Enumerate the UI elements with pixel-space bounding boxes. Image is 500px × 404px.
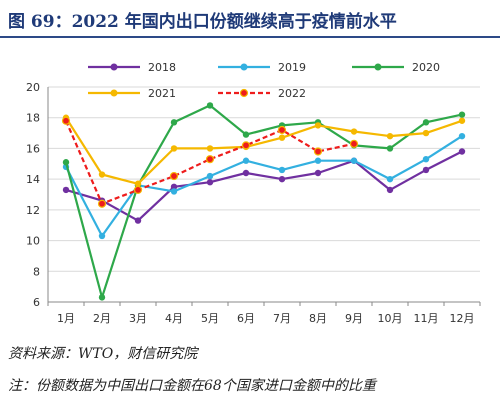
legend-label: 2019	[278, 61, 306, 74]
data-point	[97, 199, 107, 208]
data-point	[386, 175, 394, 183]
data-point	[242, 131, 250, 138]
data-point	[242, 169, 250, 177]
data-point	[313, 147, 323, 156]
line-chart: 6 8 10 12 14 16 18 20 1月 2月 3月 4月 5月 6月 7月 8月 9月 10月 11月 12…	[26, 61, 481, 325]
data-point	[206, 172, 214, 180]
data-point	[62, 159, 70, 166]
data-point	[314, 169, 322, 177]
legend-marker	[110, 89, 118, 97]
data-point	[170, 119, 178, 126]
data-point	[422, 155, 430, 163]
series-line	[65, 117, 463, 185]
x-tick-label: 10月	[378, 312, 403, 325]
legend-item-2022: 2022	[218, 87, 306, 100]
data-point	[349, 139, 359, 148]
series-2019	[62, 132, 466, 240]
figure-header: 图 69：2022 年国内出口份额继续高于疫情前水平	[0, 0, 500, 38]
chart-axes: 6 8 10 12 14 16 18 20 1月 2月 3月 4月 5月 6月 7月 8月 9月 10月 11月 12…	[26, 81, 481, 325]
legend-item-2020: 2020	[352, 61, 440, 74]
series-line	[65, 150, 463, 222]
figure-title: 图 69：2022 年国内出口份额继续高于疫情前水平	[8, 12, 397, 32]
x-tick-label: 7月	[273, 312, 291, 325]
x-tick-label: 8月	[309, 312, 327, 325]
x-tick-label: 9月	[345, 312, 363, 325]
data-point	[98, 171, 106, 178]
data-point	[458, 111, 466, 118]
data-point	[314, 122, 322, 129]
legend-item-2018: 2018	[88, 61, 176, 74]
x-tick-label: 12月	[450, 312, 475, 325]
legend-marker	[374, 63, 382, 71]
data-point	[133, 185, 143, 194]
data-point	[386, 186, 394, 194]
data-point	[241, 141, 251, 150]
data-point	[170, 183, 178, 191]
data-point	[61, 116, 71, 125]
y-tick-label: 16	[26, 142, 40, 155]
source-note: 资料来源：WTO，财信研究院	[8, 346, 198, 362]
series-line	[64, 104, 463, 299]
data-point	[278, 175, 286, 183]
y-tick-label: 18	[26, 112, 40, 125]
y-tick-label: 12	[26, 204, 40, 217]
data-point	[205, 155, 215, 164]
legend-marker	[110, 63, 118, 71]
data-point	[98, 232, 106, 240]
data-point	[422, 119, 430, 126]
legend-label: 2021	[148, 87, 176, 100]
x-tick-label: 6月	[237, 312, 255, 325]
data-point	[278, 134, 286, 141]
x-tick-label: 2月	[93, 312, 111, 325]
y-tick-label: 6	[33, 296, 40, 309]
footnote: 注：份额数据为中国出口金额在68个国家进口金额中的比重	[8, 378, 376, 394]
data-point	[458, 148, 466, 155]
x-tick-label: 4月	[165, 312, 183, 325]
data-point	[206, 179, 214, 186]
legend-marker	[239, 88, 249, 98]
legend-label: 2018	[148, 61, 176, 74]
data-point	[169, 171, 179, 181]
data-point	[350, 128, 358, 135]
data-point	[170, 145, 178, 152]
y-tick-label: 20	[26, 81, 40, 94]
x-tick-label: 1月	[57, 312, 75, 325]
x-tick-label: 3月	[129, 312, 147, 325]
data-point	[458, 117, 466, 124]
data-point	[386, 132, 394, 140]
legend-item-2021: 2021	[88, 87, 176, 100]
data-point	[314, 157, 322, 164]
chart-legend: 2018 2019 2020 2021 2022	[88, 61, 440, 100]
data-point	[277, 125, 287, 135]
x-tick-label: 11月	[414, 312, 439, 325]
legend-item-2019: 2019	[218, 61, 306, 74]
legend-label: 2022	[278, 87, 306, 100]
grid-lines	[48, 86, 480, 303]
data-point	[386, 145, 394, 152]
series-2018	[62, 148, 466, 224]
legend-marker	[240, 63, 248, 71]
data-point	[350, 157, 358, 164]
series-layer	[61, 102, 466, 301]
data-point	[206, 145, 214, 152]
series-2022	[61, 116, 359, 208]
data-point	[62, 186, 70, 194]
data-point	[242, 157, 250, 164]
x-tick-label: 5月	[201, 312, 219, 325]
legend-label: 2020	[412, 61, 440, 74]
y-tick-label: 14	[26, 173, 40, 186]
data-point	[134, 217, 142, 224]
data-point	[98, 294, 106, 301]
data-point	[134, 180, 142, 187]
data-point	[422, 129, 430, 137]
y-tick-label: 10	[26, 235, 40, 248]
data-point	[206, 102, 214, 109]
series-line	[64, 120, 355, 205]
data-point	[278, 166, 286, 174]
data-point	[422, 166, 430, 174]
series-line	[65, 135, 463, 238]
y-tick-label: 8	[33, 265, 40, 278]
data-point	[458, 132, 466, 140]
data-point	[170, 188, 178, 195]
